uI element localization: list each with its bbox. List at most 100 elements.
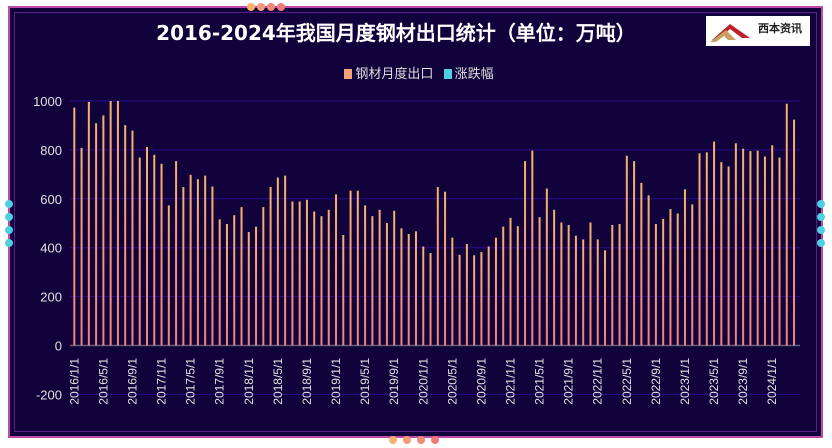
bar — [167, 205, 170, 346]
bar — [109, 101, 112, 346]
bar — [429, 253, 432, 346]
bar — [153, 154, 156, 346]
x-tick-label: 2020/5/1 — [445, 358, 459, 405]
bar — [553, 209, 556, 346]
x-tick-label: 2023/5/1 — [707, 358, 721, 405]
bar — [247, 232, 250, 346]
bar — [400, 228, 403, 346]
bar — [509, 217, 512, 346]
x-tick-label: 2024/1/1 — [765, 358, 779, 405]
x-tick-label: 2023/9/1 — [736, 358, 750, 405]
bar — [204, 175, 207, 346]
bar — [160, 163, 163, 346]
y-tick-label: 1000 — [33, 94, 62, 109]
bar — [356, 190, 359, 346]
x-tick-label: 2016/5/1 — [96, 358, 110, 405]
bar — [727, 166, 730, 346]
bar — [567, 224, 570, 346]
bar — [596, 239, 599, 346]
x-tick-label: 2021/5/1 — [533, 358, 547, 405]
decor-dot — [257, 3, 265, 11]
bar — [560, 222, 563, 346]
bar — [502, 226, 505, 346]
bar — [574, 235, 577, 346]
bar — [647, 195, 650, 346]
bar — [131, 130, 134, 346]
bar — [233, 215, 236, 346]
bar — [196, 179, 199, 346]
logo-text: 西本资讯 — [758, 22, 802, 35]
x-tick-label: 2023/1/1 — [678, 358, 692, 405]
x-tick-label: 2016/1/1 — [67, 358, 81, 405]
bar — [436, 187, 439, 346]
x-tick-label: 2018/5/1 — [271, 358, 285, 405]
bar — [364, 205, 367, 346]
decor-dot — [389, 436, 397, 444]
legend-label: 钢材月度出口 — [355, 67, 434, 82]
bar — [182, 187, 185, 346]
bar — [414, 231, 417, 346]
x-tick-label: 2020/9/1 — [474, 358, 488, 405]
bar — [742, 148, 745, 346]
x-tick-label: 2016/9/1 — [125, 358, 139, 405]
legend-item-export[interactable]: 钢材月度出口 — [338, 67, 433, 82]
decor-dot — [431, 436, 439, 444]
bar — [298, 201, 301, 346]
x-tick-label: 2021/9/1 — [562, 358, 576, 405]
bar — [487, 246, 490, 346]
decor-dot — [247, 3, 255, 11]
bar — [371, 216, 374, 346]
legend-swatch — [344, 69, 353, 79]
y-tick-label: -200 — [36, 387, 62, 402]
bar — [138, 157, 141, 346]
bar — [393, 210, 396, 346]
bar — [218, 219, 221, 346]
bar — [713, 141, 716, 346]
x-tick-label: 2019/5/1 — [358, 358, 372, 405]
bar — [473, 255, 476, 346]
bar — [276, 177, 279, 346]
bar — [691, 204, 694, 346]
bar — [240, 207, 243, 346]
x-tick-label: 2021/1/1 — [504, 358, 518, 405]
bar — [116, 101, 119, 346]
decor-dot — [817, 200, 825, 208]
bar — [662, 218, 665, 346]
legend-item-change[interactable]: 涨跌幅 — [438, 67, 494, 82]
bar — [444, 191, 447, 346]
bar — [313, 211, 316, 346]
bar — [175, 161, 178, 346]
bar — [516, 226, 519, 346]
x-tick-label: 2022/9/1 — [649, 358, 663, 405]
x-tick-label: 2017/1/1 — [155, 358, 169, 405]
bar — [793, 119, 796, 346]
bar — [771, 145, 774, 346]
bar — [451, 237, 454, 346]
bar — [720, 162, 723, 346]
bar — [524, 161, 527, 346]
decor-dot — [277, 3, 285, 11]
bar — [604, 250, 607, 346]
bar — [189, 174, 192, 346]
y-tick-label: 0 — [55, 339, 62, 354]
x-tick-label: 2018/9/1 — [300, 358, 314, 405]
bar — [669, 209, 672, 346]
bar — [538, 217, 541, 346]
bar — [211, 186, 214, 346]
bar — [633, 161, 636, 346]
bar — [87, 101, 90, 346]
bar — [778, 157, 781, 346]
bar — [611, 224, 614, 346]
decor-dot — [267, 3, 275, 11]
logo: 西本资讯 — [706, 16, 810, 46]
x-tick-label: 2018/1/1 — [242, 358, 256, 405]
bar — [480, 252, 483, 346]
bar — [225, 223, 228, 346]
decor-dot — [5, 213, 13, 221]
bar — [320, 216, 323, 346]
bar — [102, 115, 105, 346]
bar — [385, 223, 388, 346]
bar — [625, 155, 628, 346]
bar — [255, 226, 258, 346]
bar — [146, 146, 148, 346]
